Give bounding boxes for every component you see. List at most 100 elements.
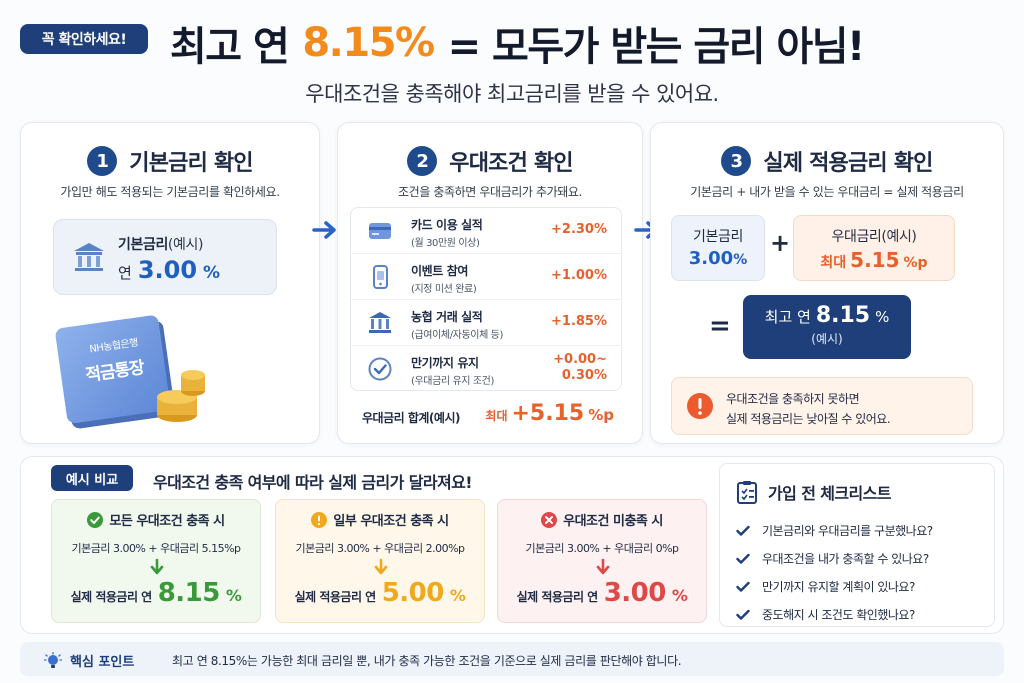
arrow-down-icon <box>596 558 610 575</box>
subtitle: 우대조건을 충족해야 최고금리를 받을 수 있어요. <box>305 82 719 106</box>
warning-icon <box>687 393 713 419</box>
benefit-condition: (급여이체/자동이체 등) <box>411 330 503 341</box>
scenario-header-text: 모든 우대조건 충족 시 <box>109 514 225 529</box>
scenario-result-label: 실제 적용금리 연 <box>294 590 377 604</box>
benefit-title: 카드 이용 실적 <box>411 218 483 232</box>
check-circle-icon <box>368 357 392 381</box>
check-circle-icon <box>87 511 104 528</box>
check-icon <box>736 525 750 536</box>
step3-title-text: 실제 적용금리 확인 <box>763 151 933 176</box>
preferential-rate-prefix: 최대 <box>820 255 847 271</box>
max-rate-number: 8.15 <box>815 303 871 328</box>
benefit-rate-line2: 0.30% <box>561 368 607 383</box>
lightbulb-icon <box>44 651 62 668</box>
preferential-sum-row: 우대금리 합계(예시) 최대 +5.15 %p <box>350 399 622 433</box>
benefit-condition: (월 30만원 이상) <box>411 238 480 249</box>
scenario-result-unit: % <box>225 586 242 605</box>
benefit-list: 카드 이용 실적 (월 30만원 이상) +2.30% 이벤트 참여 (지정 미… <box>350 207 622 391</box>
step2-title: 2 우대조건 확인 <box>338 145 642 177</box>
preferential-rate-summary-value: 최대 5.15 %p <box>794 248 954 272</box>
bank-icon <box>369 312 391 333</box>
bank-icon <box>74 243 104 271</box>
base-rate-summary-unit: % <box>733 252 748 268</box>
checklist-title: 가입 전 체크리스트 <box>736 480 892 504</box>
arrow-down-icon <box>374 558 388 575</box>
step2-card: 2 우대조건 확인 조건을 충족하면 우대금리가 추가돼요. 카드 이용 실적 … <box>337 122 643 444</box>
checklist-item: 기본금리와 우대금리를 구분했나요? <box>736 522 933 539</box>
base-rate-summary-value: 3.00% <box>672 248 764 269</box>
x-circle-icon <box>541 511 558 528</box>
equals-sign: = <box>709 311 731 341</box>
scenario-result: 실제 적용금리 연 8.15% <box>52 578 260 608</box>
base-rate-label: 기본금리(예시) <box>118 234 203 254</box>
base-rate-summary: 기본금리 3.00% <box>671 215 765 281</box>
benefit-condition: (지정 미션 완료) <box>411 284 477 295</box>
phone-icon <box>373 265 388 289</box>
key-point-label: 핵심 포인트 <box>44 651 134 670</box>
benefit-item: 카드 이용 실적 (월 30만원 이상) +2.30% <box>351 208 621 254</box>
step1-card: 1 기본금리 확인 가입만 해도 적용되는 기본금리를 확인하세요. 기본금리(… <box>20 122 320 444</box>
base-rate-unit: % <box>203 263 221 283</box>
scenario-formula: 기본금리 3.00% + 우대금리 0%p <box>525 542 679 555</box>
step3-title: 3 실제 적용금리 확인 <box>651 145 1003 177</box>
scenario-header-text: 우대조건 미충족 시 <box>563 514 663 529</box>
max-rate-value: 최고 연 8.15% <box>743 303 911 328</box>
checklist-title-text: 가입 전 체크리스트 <box>768 484 892 503</box>
max-rate-box: 최고 연 8.15% (예시) <box>743 295 911 359</box>
scenario-result: 실제 적용금리 연 3.00% <box>498 578 706 608</box>
preferential-sum-number: +5.15 <box>511 401 585 426</box>
benefit-item: 농협 거래 실적 (급여이체/자동이체 등) +1.85% <box>351 300 621 346</box>
benefit-title: 이벤트 참여 <box>411 264 468 278</box>
step1-description: 가입만 해도 적용되는 기본금리를 확인하세요. <box>60 185 280 199</box>
comparison-section: 예시 비교 우대조건 충족 여부에 따라 실제 금리가 달라져요! 모든 우대조… <box>20 456 1004 634</box>
step1-title-text: 기본금리 확인 <box>129 151 253 176</box>
scenario-card-partial: 일부 우대조건 충족 시 기본금리 3.00% + 우대금리 2.00%p 실제… <box>275 499 485 623</box>
benefit-rate: +0.00~ 0.30% <box>553 352 607 384</box>
notice-badge: 꼭 확인하세요! <box>20 24 148 54</box>
base-rate-prefix: 연 <box>118 264 132 282</box>
checklist-item: 중도해지 시 조건도 확인했나요? <box>736 606 915 623</box>
benefit-title: 만기까지 유지 <box>411 356 479 370</box>
comparison-title: 우대조건 충족 여부에 따라 실제 금리가 달라져요! <box>153 473 473 492</box>
scenario-result-unit: % <box>671 586 688 605</box>
preferential-rate-summary: 우대금리(예시) 최대 5.15 %p <box>793 215 955 281</box>
base-rate-summary-label: 기본금리 <box>693 229 743 245</box>
headline: 최고 연 8.15% = 모두가 받는 금리 아님! <box>170 14 990 72</box>
scenario-result-label: 실제 적용금리 연 <box>516 590 599 604</box>
arrow-right-icon <box>312 221 336 239</box>
warning-line1: 우대조건을 충족하지 못하면 <box>726 392 860 406</box>
preferential-sum-prefix: 최대 <box>485 409 508 423</box>
check-icon <box>736 553 750 564</box>
preferential-sum-unit: %p <box>588 406 614 424</box>
benefit-rate: +1.85% <box>551 314 607 329</box>
scenario-card-all: 모든 우대조건 충족 시 기본금리 3.00% + 우대금리 5.15%p 실제… <box>51 499 261 623</box>
checklist-item-text: 우대조건을 내가 충족할 수 있나요? <box>762 552 929 566</box>
benefit-rate: +1.00% <box>551 268 607 283</box>
checklist-item-text: 만기까지 유지할 계획이 있나요? <box>762 580 915 594</box>
benefit-rate-line1: +0.00~ <box>553 352 607 367</box>
benefit-item: 이벤트 참여 (지정 미션 완료) +1.00% <box>351 254 621 300</box>
scenario-header-text: 일부 우대조건 충족 시 <box>333 514 449 529</box>
preferential-sum-value: 최대 +5.15 %p <box>485 401 614 426</box>
step3-description: 기본금리 + 내가 받을 수 있는 우대금리 = 실제 적용금리 <box>690 185 964 199</box>
preferential-rate-note: (예시) <box>881 229 917 245</box>
preferential-rate-number: 5.15 <box>850 248 900 272</box>
step1-number: 1 <box>87 146 118 176</box>
benefit-rate: +2.30% <box>551 222 607 237</box>
step2-number: 2 <box>407 146 438 176</box>
key-point-label-text: 핵심 포인트 <box>70 655 135 670</box>
check-icon <box>736 609 750 620</box>
warning-line2: 실제 적용금리는 낮아질 수 있어요. <box>726 412 891 426</box>
checklist-box: 가입 전 체크리스트 기본금리와 우대금리를 구분했나요? 우대조건을 내가 충… <box>719 463 995 627</box>
key-point-bar: 핵심 포인트 최고 연 8.15%는 가능한 최대 금리일 뿐, 내가 충족 가… <box>20 642 1004 676</box>
scenario-result-number: 8.15 <box>157 578 221 608</box>
scenario-formula: 기본금리 3.00% + 우대금리 2.00%p <box>295 542 465 555</box>
max-rate-note: (예시) <box>811 332 843 346</box>
arrow-down-icon <box>150 558 164 575</box>
key-point-text: 최고 연 8.15%는 가능한 최대 금리일 뿐, 내가 충족 가능한 조건을 … <box>172 654 682 668</box>
max-rate-unit: % <box>875 308 890 326</box>
headline-rate: 8.15% <box>302 20 435 66</box>
step3-number: 3 <box>721 146 752 176</box>
card-icon <box>369 223 391 239</box>
